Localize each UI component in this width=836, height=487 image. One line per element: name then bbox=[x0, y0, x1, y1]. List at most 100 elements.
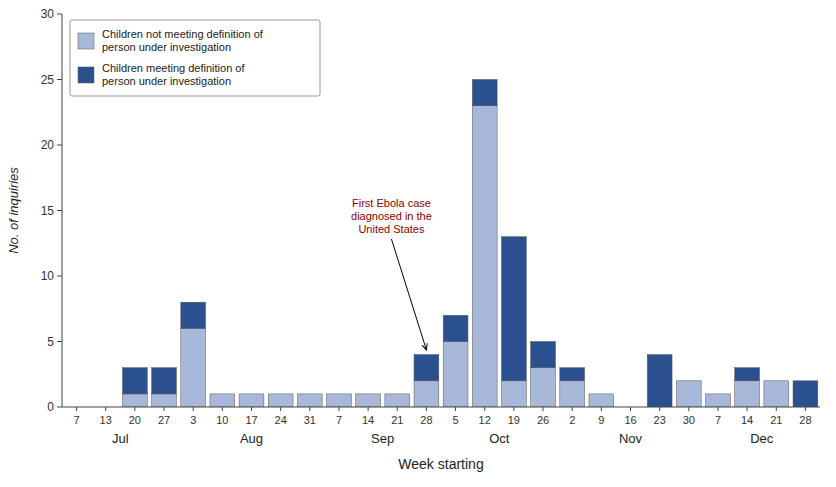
y-tick-label: 20 bbox=[41, 138, 55, 152]
month-label: Oct bbox=[489, 431, 510, 446]
x-tick-label: 31 bbox=[304, 414, 316, 426]
bar bbox=[560, 381, 585, 407]
bar bbox=[268, 394, 293, 407]
x-tick-label: 10 bbox=[216, 414, 228, 426]
bar bbox=[443, 342, 468, 408]
x-axis-line bbox=[62, 407, 820, 408]
bar bbox=[501, 381, 526, 407]
bar bbox=[210, 394, 235, 407]
x-axis-label: Week starting bbox=[398, 456, 483, 472]
x-tick-label: 9 bbox=[598, 414, 604, 426]
bars bbox=[122, 80, 817, 408]
bar bbox=[327, 394, 352, 407]
x-tick bbox=[309, 407, 310, 411]
bar bbox=[706, 394, 731, 407]
x-tick-label: 23 bbox=[654, 414, 666, 426]
bar bbox=[181, 328, 206, 407]
bar bbox=[589, 393, 614, 394]
y-tick bbox=[57, 341, 62, 342]
bar bbox=[735, 381, 760, 407]
bar bbox=[239, 394, 264, 407]
y-axis-label: No. of inquiries bbox=[6, 167, 21, 254]
x-tick bbox=[134, 407, 135, 411]
y-tick bbox=[57, 407, 62, 408]
y-tick-label: 15 bbox=[41, 204, 55, 218]
y-tick-label: 25 bbox=[41, 73, 55, 87]
bar bbox=[297, 393, 322, 394]
x-tick-label: 17 bbox=[245, 414, 257, 426]
x-tick bbox=[484, 407, 485, 411]
bar bbox=[152, 368, 177, 394]
x-tick-label: 16 bbox=[624, 414, 636, 426]
annotation-arrow bbox=[391, 239, 426, 350]
bar bbox=[764, 380, 789, 381]
x-tick bbox=[688, 407, 689, 411]
y-tick-label: 0 bbox=[47, 400, 54, 414]
x-tick bbox=[513, 407, 514, 411]
month-label: Aug bbox=[240, 431, 263, 446]
bar bbox=[531, 342, 556, 368]
x-tick-label: 7 bbox=[715, 414, 721, 426]
bar bbox=[443, 315, 468, 341]
x-tick bbox=[572, 407, 573, 411]
x-tick bbox=[397, 407, 398, 411]
x-tick bbox=[455, 407, 456, 411]
x-tick-label: 7 bbox=[336, 414, 342, 426]
x-axis: 7132027310172431714212851219262916233071… bbox=[62, 407, 820, 472]
x-tick-label: 5 bbox=[453, 414, 459, 426]
bar bbox=[793, 381, 818, 407]
annotation-text: First Ebola casediagnosed in theUnited S… bbox=[351, 197, 432, 235]
month-label: Dec bbox=[750, 431, 774, 446]
x-tick bbox=[776, 407, 777, 411]
x-tick bbox=[338, 407, 339, 411]
x-tick bbox=[659, 407, 660, 411]
bar bbox=[122, 394, 147, 407]
month-label: Sep bbox=[371, 431, 394, 446]
bar bbox=[356, 393, 381, 394]
y-tick bbox=[57, 276, 62, 277]
annotation: First Ebola casediagnosed in theUnited S… bbox=[351, 197, 432, 350]
x-tick-label: 26 bbox=[537, 414, 549, 426]
legend-swatch bbox=[78, 67, 94, 83]
y-tick-label: 5 bbox=[47, 335, 54, 349]
x-tick bbox=[805, 407, 806, 411]
y-tick bbox=[57, 145, 62, 146]
y-tick bbox=[57, 79, 62, 80]
bar bbox=[210, 393, 235, 394]
bar bbox=[414, 381, 439, 407]
x-tick bbox=[368, 407, 369, 411]
x-tick bbox=[426, 407, 427, 411]
y-axis: 051015202530No. of inquiries bbox=[6, 7, 62, 414]
x-tick bbox=[193, 407, 194, 411]
legend-label: Children meeting definition ofperson und… bbox=[102, 62, 245, 87]
bar bbox=[706, 393, 731, 394]
legend-swatch bbox=[78, 33, 94, 49]
bar bbox=[385, 393, 410, 394]
x-tick bbox=[280, 407, 281, 411]
bar bbox=[327, 393, 352, 394]
series bbox=[122, 80, 817, 408]
x-tick bbox=[543, 407, 544, 411]
x-tick bbox=[630, 407, 631, 411]
bar bbox=[356, 394, 381, 407]
x-tick bbox=[222, 407, 223, 411]
x-tick-label: 12 bbox=[479, 414, 491, 426]
bar bbox=[531, 368, 556, 407]
x-tick-label: 24 bbox=[275, 414, 287, 426]
x-tick-label: 21 bbox=[770, 414, 782, 426]
bar bbox=[735, 368, 760, 381]
bar bbox=[676, 381, 701, 407]
bar bbox=[414, 355, 439, 381]
x-tick-label: 2 bbox=[569, 414, 575, 426]
bar bbox=[472, 106, 497, 407]
legend: Children not meeting definition ofperson… bbox=[70, 20, 320, 96]
y-tick-label: 30 bbox=[41, 7, 55, 21]
bar bbox=[297, 394, 322, 407]
x-tick-label: 13 bbox=[100, 414, 112, 426]
bar bbox=[472, 80, 497, 106]
x-tick-label: 3 bbox=[190, 414, 196, 426]
legend-box bbox=[70, 20, 320, 96]
x-tick-label: 20 bbox=[129, 414, 141, 426]
bar bbox=[676, 380, 701, 381]
y-tick bbox=[57, 14, 62, 15]
